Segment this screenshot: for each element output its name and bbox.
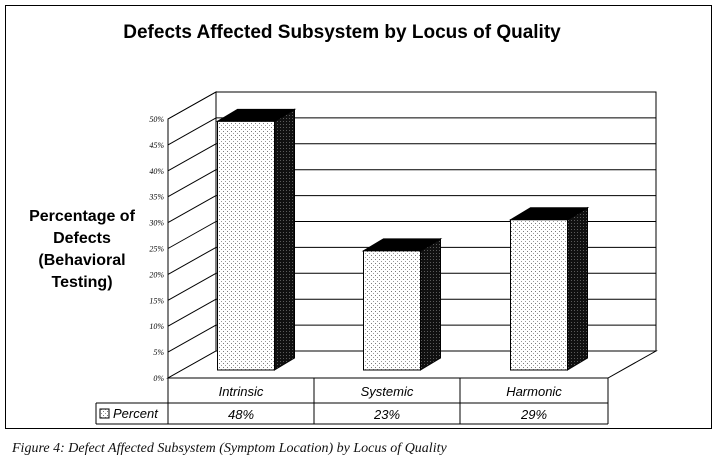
gridline-side bbox=[167, 324, 217, 353]
y-tick-label: 40% bbox=[149, 167, 164, 176]
chart-title: Defects Affected Subsystem by Locus of Q… bbox=[123, 22, 561, 43]
gridline-side bbox=[167, 246, 217, 275]
bar-side bbox=[274, 108, 295, 371]
y-tick-label: 20% bbox=[149, 270, 164, 279]
category-label-intrinsic: Intrinsic bbox=[219, 384, 264, 399]
category-label-harmonic: Harmonic bbox=[506, 384, 562, 399]
legend-entry-percent: Percent bbox=[113, 406, 159, 421]
y-axis-label-line-1: Percentage of bbox=[29, 208, 135, 225]
gridline-side bbox=[167, 169, 217, 198]
data-table: Intrinsic 48% Systemic 23% Harmonic 29% Percen… bbox=[95, 378, 609, 425]
data-label-intrinsic: 48% bbox=[228, 407, 254, 422]
bars bbox=[215, 108, 590, 371]
bar-chart: Defects Affected Subsystem by Locus of Q… bbox=[29, 22, 658, 425]
y-tick-label: 0% bbox=[153, 374, 164, 383]
gridline-side bbox=[167, 143, 217, 172]
bar-front bbox=[363, 250, 421, 371]
y-tick-label: 5% bbox=[153, 348, 164, 357]
gridline-side bbox=[167, 298, 217, 327]
bar-front bbox=[510, 219, 568, 371]
y-tick-label: 15% bbox=[149, 296, 164, 305]
y-tick-label: 35% bbox=[148, 193, 164, 202]
bar-side bbox=[567, 206, 588, 371]
y-axis-label-line-2: Defects bbox=[53, 230, 111, 247]
data-label-harmonic: 29% bbox=[520, 407, 547, 422]
figure-caption: Figure 4: Defect Affected Subsystem (Sym… bbox=[12, 441, 447, 456]
y-tick-label: 10% bbox=[149, 322, 164, 331]
y-axis-label-line-3: (Behavioral bbox=[38, 252, 125, 269]
bar-side bbox=[420, 237, 441, 371]
gridline-side bbox=[167, 221, 217, 249]
gridline-side bbox=[167, 272, 217, 301]
data-label-systemic: 23% bbox=[373, 407, 400, 422]
y-tick-label: 50% bbox=[149, 115, 164, 124]
gridline-side bbox=[167, 117, 217, 146]
bar-harmonic bbox=[508, 206, 590, 371]
y-tick-label: 30% bbox=[148, 219, 164, 228]
bar-front bbox=[217, 120, 275, 371]
chart-frame: Defects Affected Subsystem by Locus of Q… bbox=[5, 5, 712, 429]
y-tick-label: 25% bbox=[149, 245, 164, 254]
y-tick-labels: 0% 5% 10% 15% 20% 25% 30% 35% 40% 45% 50% bbox=[148, 115, 164, 383]
category-label-systemic: Systemic bbox=[361, 384, 414, 399]
bar-systemic bbox=[361, 237, 443, 371]
gridline-side bbox=[167, 195, 217, 224]
y-tick-label: 45% bbox=[149, 141, 164, 150]
legend-swatch bbox=[99, 408, 110, 419]
bar-intrinsic bbox=[215, 108, 297, 371]
y-axis-label-line-4: Testing) bbox=[51, 274, 112, 291]
gridline-side bbox=[167, 91, 217, 120]
